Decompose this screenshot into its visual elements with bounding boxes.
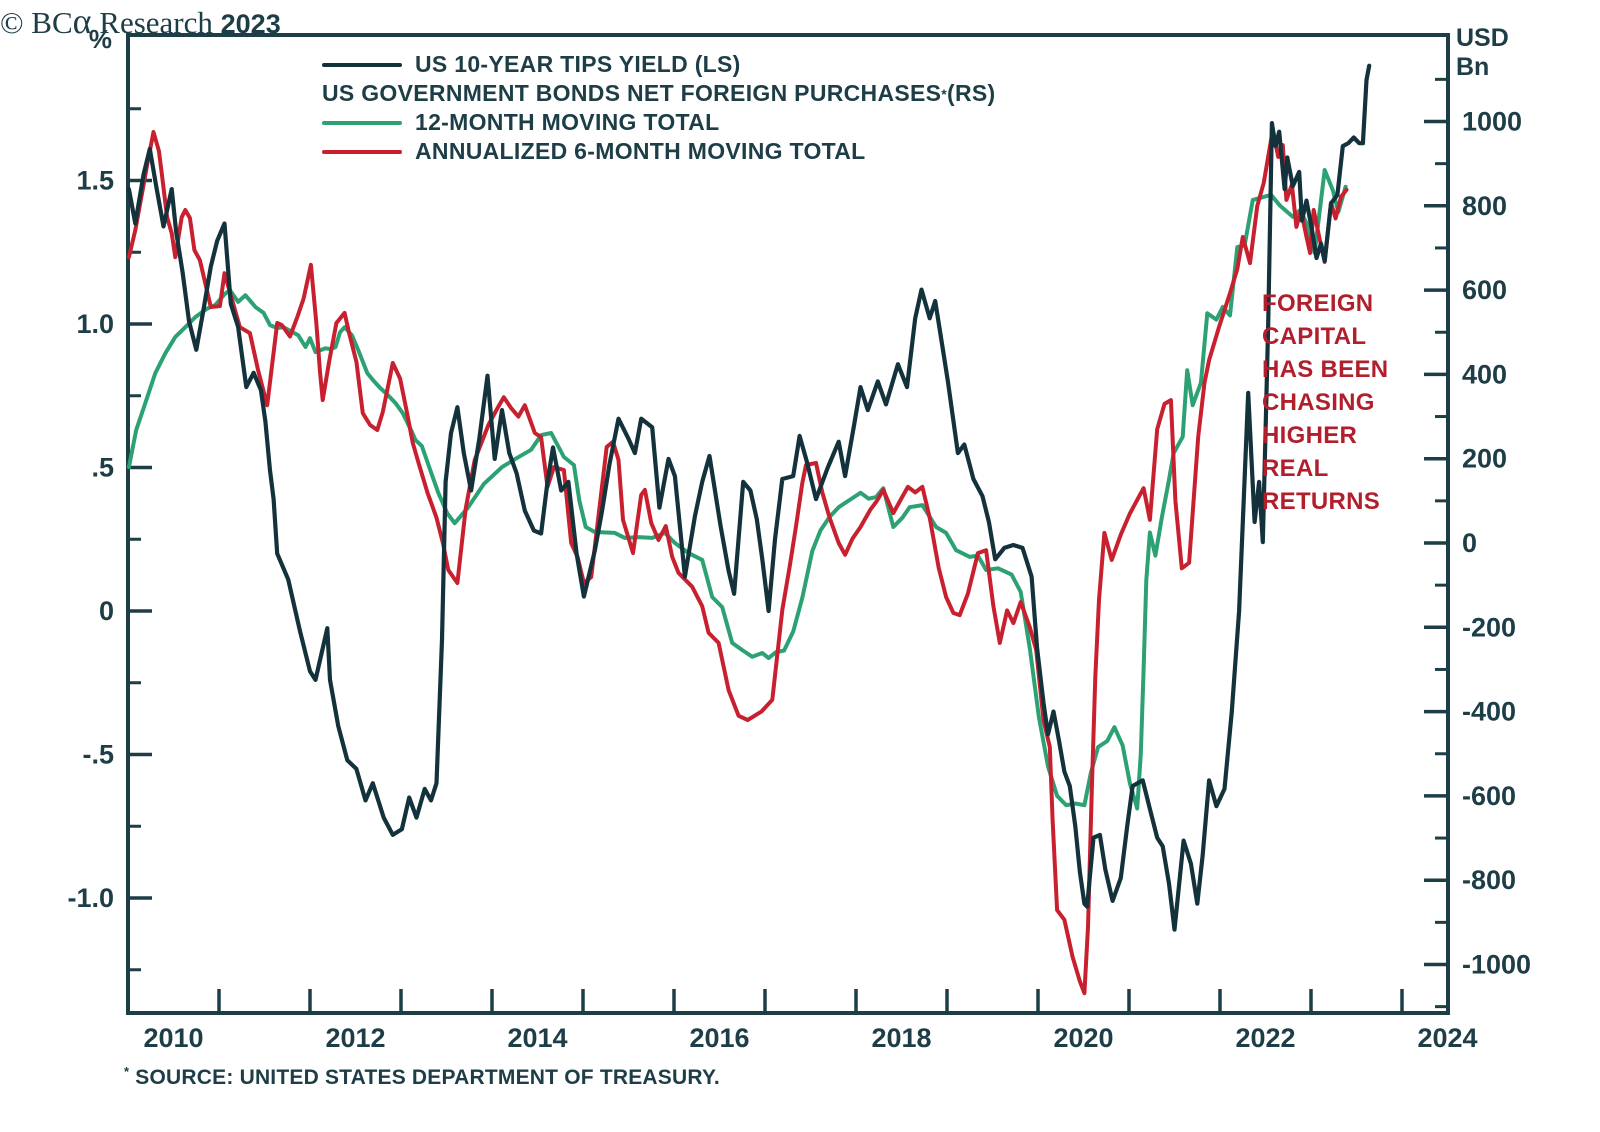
x-axis-label: 2022 <box>1235 1023 1295 1053</box>
right-axis-unit-line1: USD <box>1456 24 1509 52</box>
six-month-line-sample-icon <box>322 149 402 154</box>
right-axis-unit-label: USD Bn <box>1456 24 1509 82</box>
source-footnote: * SOURCE: UNITED STATES DEPARTMENT OF TR… <box>124 1064 720 1090</box>
right-axis-tick-label: -600 <box>1462 781 1516 811</box>
annotation-foreign-capital: FOREIGN CAPITAL HAS BEEN CHASING HIGHER REAL R… <box>1262 287 1388 518</box>
right-axis-tick-label: -1000 <box>1462 950 1531 980</box>
series-line-12-month-total <box>126 168 1348 811</box>
left-axis-tick-label: 0 <box>99 596 114 626</box>
right-axis-tick-label: -800 <box>1462 865 1516 895</box>
x-axis-label: 2016 <box>689 1023 749 1053</box>
right-axis-tick-label: -400 <box>1462 697 1516 727</box>
right-axis-tick-label: 200 <box>1462 444 1507 474</box>
legend-item-tips-yield: US 10-YEAR TIPS YIELD (LS) <box>322 50 996 79</box>
legend: US 10-YEAR TIPS YIELD (LS) US GOVERNMENT… <box>322 50 996 166</box>
right-axis-tick-label: -200 <box>1462 612 1516 642</box>
x-axis-label: 2024 <box>1417 1023 1477 1053</box>
x-axis-label: 2014 <box>507 1023 567 1053</box>
right-axis-unit-line2: Bn <box>1456 53 1490 81</box>
left-axis-tick-label: .5 <box>91 453 114 483</box>
legend-item-annualized-6-month: ANNUALIZED 6-MONTH MOVING TOTAL <box>322 137 996 166</box>
x-axis-label: 2020 <box>1053 1023 1113 1053</box>
twelve-month-line-sample-icon <box>322 120 402 125</box>
legend-label-annualized-6-month: ANNUALIZED 6-MONTH MOVING TOTAL <box>415 138 866 164</box>
annotation-line-5: HIGHER <box>1262 422 1358 449</box>
annotation-line-7: RETURNS <box>1262 488 1381 515</box>
right-axis-tick-label: 600 <box>1462 275 1507 305</box>
left-axis-unit-label: % <box>88 24 112 54</box>
annotation-line-1: FOREIGN <box>1262 290 1374 317</box>
annotation-line-3: HAS BEEN <box>1262 356 1389 383</box>
legend-item-12-month-total: 12-MONTH MOVING TOTAL <box>322 108 996 137</box>
left-axis-tick-label: 1.0 <box>76 309 114 339</box>
right-axis-tick-label: 400 <box>1462 359 1507 389</box>
series-line-tips-yield <box>126 63 1372 932</box>
legend-header-text: US GOVERNMENT BONDS NET FOREIGN PURCHASE… <box>322 80 942 106</box>
left-axis-tick-label: -.5 <box>82 740 114 770</box>
footnote-asterisk-marker: * <box>941 85 948 102</box>
x-axis-label: 2012 <box>325 1023 385 1053</box>
series-line-annualized-6-month <box>126 127 1349 996</box>
left-axis-tick-label: 1.5 <box>76 166 114 196</box>
watermark-alpha-glyph: α <box>72 1 92 41</box>
watermark-prefix: © BC <box>0 5 73 40</box>
right-axis-tick-label: 1000 <box>1462 107 1522 137</box>
right-axis-tick-label: 800 <box>1462 191 1507 221</box>
annotation-line-4: CHASING <box>1262 389 1375 416</box>
legend-header-net-foreign-purchases: US GOVERNMENT BONDS NET FOREIGN PURCHASE… <box>322 79 996 108</box>
left-axis-tick-label: -1.0 <box>67 883 114 913</box>
legend-header-suffix: (RS) <box>947 80 996 106</box>
annotation-line-6: REAL <box>1262 455 1329 482</box>
tips-yield-line-sample-icon <box>322 62 402 67</box>
annotation-line-2: CAPITAL <box>1262 323 1367 350</box>
x-axis-label: 2018 <box>871 1023 931 1053</box>
plot-frame <box>126 33 1450 1015</box>
source-text: SOURCE: UNITED STATES DEPARTMENT OF TREA… <box>129 1066 720 1089</box>
legend-label-tips-yield: US 10-YEAR TIPS YIELD (LS) <box>415 51 741 77</box>
source-asterisk: * <box>124 1064 130 1079</box>
legend-label-12-month-total: 12-MONTH MOVING TOTAL <box>415 109 720 135</box>
right-axis-tick-label: 0 <box>1462 528 1477 558</box>
x-axis-label: 2010 <box>143 1023 203 1053</box>
